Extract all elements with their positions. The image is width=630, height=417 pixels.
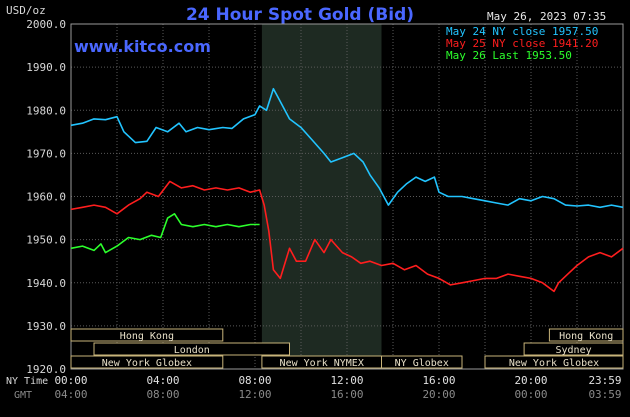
x-tick-label: 16:00 — [422, 374, 455, 387]
session-box — [93, 342, 290, 356]
legend: May 24 NY close 1957.50 May 25 NY close … — [446, 25, 598, 62]
grid-lines — [70, 23, 624, 370]
x-tick-label: 12:00 — [330, 374, 363, 387]
session-box — [70, 328, 224, 342]
session-label: New York Globex — [509, 358, 599, 369]
price-series — [70, 87, 624, 293]
series-line-1 — [70, 180, 624, 293]
site-url: www.kitco.com — [74, 37, 211, 56]
timestamp: May 26, 2023 07:35 — [487, 10, 606, 23]
y-unit-label: USD/oz — [6, 4, 46, 17]
session-label: Hong Kong — [559, 331, 613, 342]
x-tick-label: 04:00 — [146, 374, 179, 387]
series-line-2 — [70, 213, 260, 254]
session-box — [381, 355, 463, 369]
x-tick-label: 20:00 — [514, 374, 547, 387]
x-tick-label-gmt: 00:00 — [514, 388, 547, 401]
chart-title: 24 Hour Spot Gold (Bid) — [186, 5, 414, 25]
legend-may25: May 25 NY close 1941.20 — [446, 37, 598, 50]
session-label: Hong Kong — [120, 331, 174, 342]
y-tick-label: 1950.0 — [26, 234, 66, 247]
x-tick-label: 08:00 — [238, 374, 271, 387]
ny-trading-shade — [261, 24, 382, 369]
session-label: NY Globex — [395, 358, 449, 369]
x-tick-label-gmt: 20:00 — [422, 388, 455, 401]
y-axis-ticks: 2000.0 1990.0 1980.0 1970.0 1960.0 1950.0 1940… — [26, 18, 66, 376]
plot-frame — [70, 23, 624, 370]
x-tick-label-gmt: 03:59 — [588, 388, 621, 401]
x-tick-label: 23:59 — [588, 374, 621, 387]
legend-may24: May 24 NY close 1957.50 — [446, 25, 598, 38]
legend-may26: May 26 Last 1953.50 — [446, 49, 572, 62]
session-box — [523, 342, 624, 356]
y-tick-label: 1940.0 — [26, 277, 66, 290]
y-tick-label: 1990.0 — [26, 61, 66, 74]
session-box — [70, 355, 224, 369]
x-tick-label-gmt: 08:00 — [146, 388, 179, 401]
session-label: Sydney — [555, 345, 591, 356]
session-box — [548, 328, 624, 342]
y-tick-label: 1930.0 — [26, 320, 66, 333]
session-label: London — [174, 345, 210, 356]
x-tick-label: 00:00 — [54, 374, 87, 387]
y-tick-label: 2000.0 — [26, 18, 66, 31]
series-line-0 — [70, 87, 624, 209]
y-tick-label: 1970.0 — [26, 147, 66, 160]
x-tick-label-gmt: 12:00 — [238, 388, 271, 401]
y-tick-label: 1980.0 — [26, 104, 66, 117]
x-tick-label-gmt: 16:00 — [330, 388, 363, 401]
y-tick-label: 1960.0 — [26, 191, 66, 204]
session-label: New York NYMEX — [280, 358, 364, 369]
y-tick-label: 1920.0 — [26, 363, 66, 376]
x-axis-ticks: 00:0004:0004:0008:0008:0012:0012:0016:00… — [54, 374, 621, 401]
session-box — [484, 355, 624, 369]
session-label: New York Globex — [102, 358, 192, 369]
x-tick-label-gmt: 04:00 — [54, 388, 87, 401]
x-axis-label-ny: NY Time — [6, 376, 48, 387]
x-axis-label-gmt: GMT — [14, 390, 32, 401]
